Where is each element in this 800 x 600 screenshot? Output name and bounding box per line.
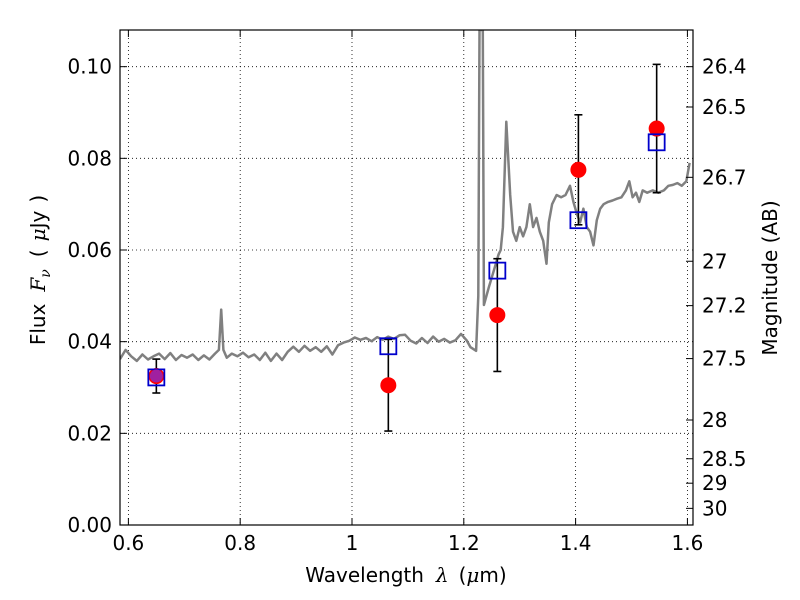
model-point [379, 337, 398, 356]
y-tick-label: 0.04 [67, 330, 112, 354]
right-tick-label: 27.2 [702, 294, 747, 318]
y-tick-label: 0.10 [67, 55, 112, 79]
right-tick-label: 28 [702, 408, 727, 432]
plot-border [119, 29, 694, 526]
observed-point [570, 161, 587, 178]
right-tick-label: 28.5 [702, 447, 747, 471]
right-tick-label: 26.4 [702, 55, 747, 79]
right-tick-label: 27 [702, 249, 727, 273]
y-axis-label-left: FluxFν(μJy) [26, 195, 54, 345]
model-point [569, 211, 588, 230]
y-axis-left: 0.00 0.02 0.04 0.06 0.08 0.10 [67, 55, 127, 537]
x-tick-label: 0.8 [224, 531, 256, 555]
model-point [488, 261, 507, 280]
plot-area [120, 30, 691, 432]
y-tick-label: 0.06 [67, 238, 112, 262]
x-axis: 0.6 0.8 1 1.2 1.4 1.6 [112, 30, 703, 555]
x-tick-label: 1 [346, 531, 359, 555]
x-tick-label: 1.2 [448, 531, 480, 555]
x-axis-label: Wavelength λ (μm) [305, 563, 506, 587]
model-spectrum-line [120, 30, 691, 363]
x-tick-label: 1.6 [672, 531, 704, 555]
observed-point [489, 307, 506, 324]
overlap-point [149, 369, 163, 383]
model-point [147, 368, 166, 387]
y-tick-label: 0.00 [67, 513, 112, 537]
model-spectrum-layer [120, 30, 691, 363]
model-point [647, 133, 666, 152]
x-tick-label: 1.4 [560, 531, 592, 555]
y-tick-label: 0.02 [67, 421, 112, 445]
y-tick-label: 0.08 [67, 146, 112, 170]
right-tick-label: 29 [702, 471, 727, 495]
x-tick-label: 0.6 [112, 531, 144, 555]
observed-point [380, 377, 397, 394]
photometry-layer [147, 63, 666, 432]
axes-frame [119, 29, 694, 526]
right-tick-label: 27.5 [702, 347, 747, 371]
right-tick-label: 26.5 [702, 95, 747, 119]
right-tick-label: 30 [702, 496, 727, 520]
grid-lines [120, 30, 693, 525]
right-tick-label: 26.7 [702, 165, 747, 189]
observed-point [648, 120, 665, 137]
y-axis-label-right: Magnitude (AB) [758, 200, 782, 355]
